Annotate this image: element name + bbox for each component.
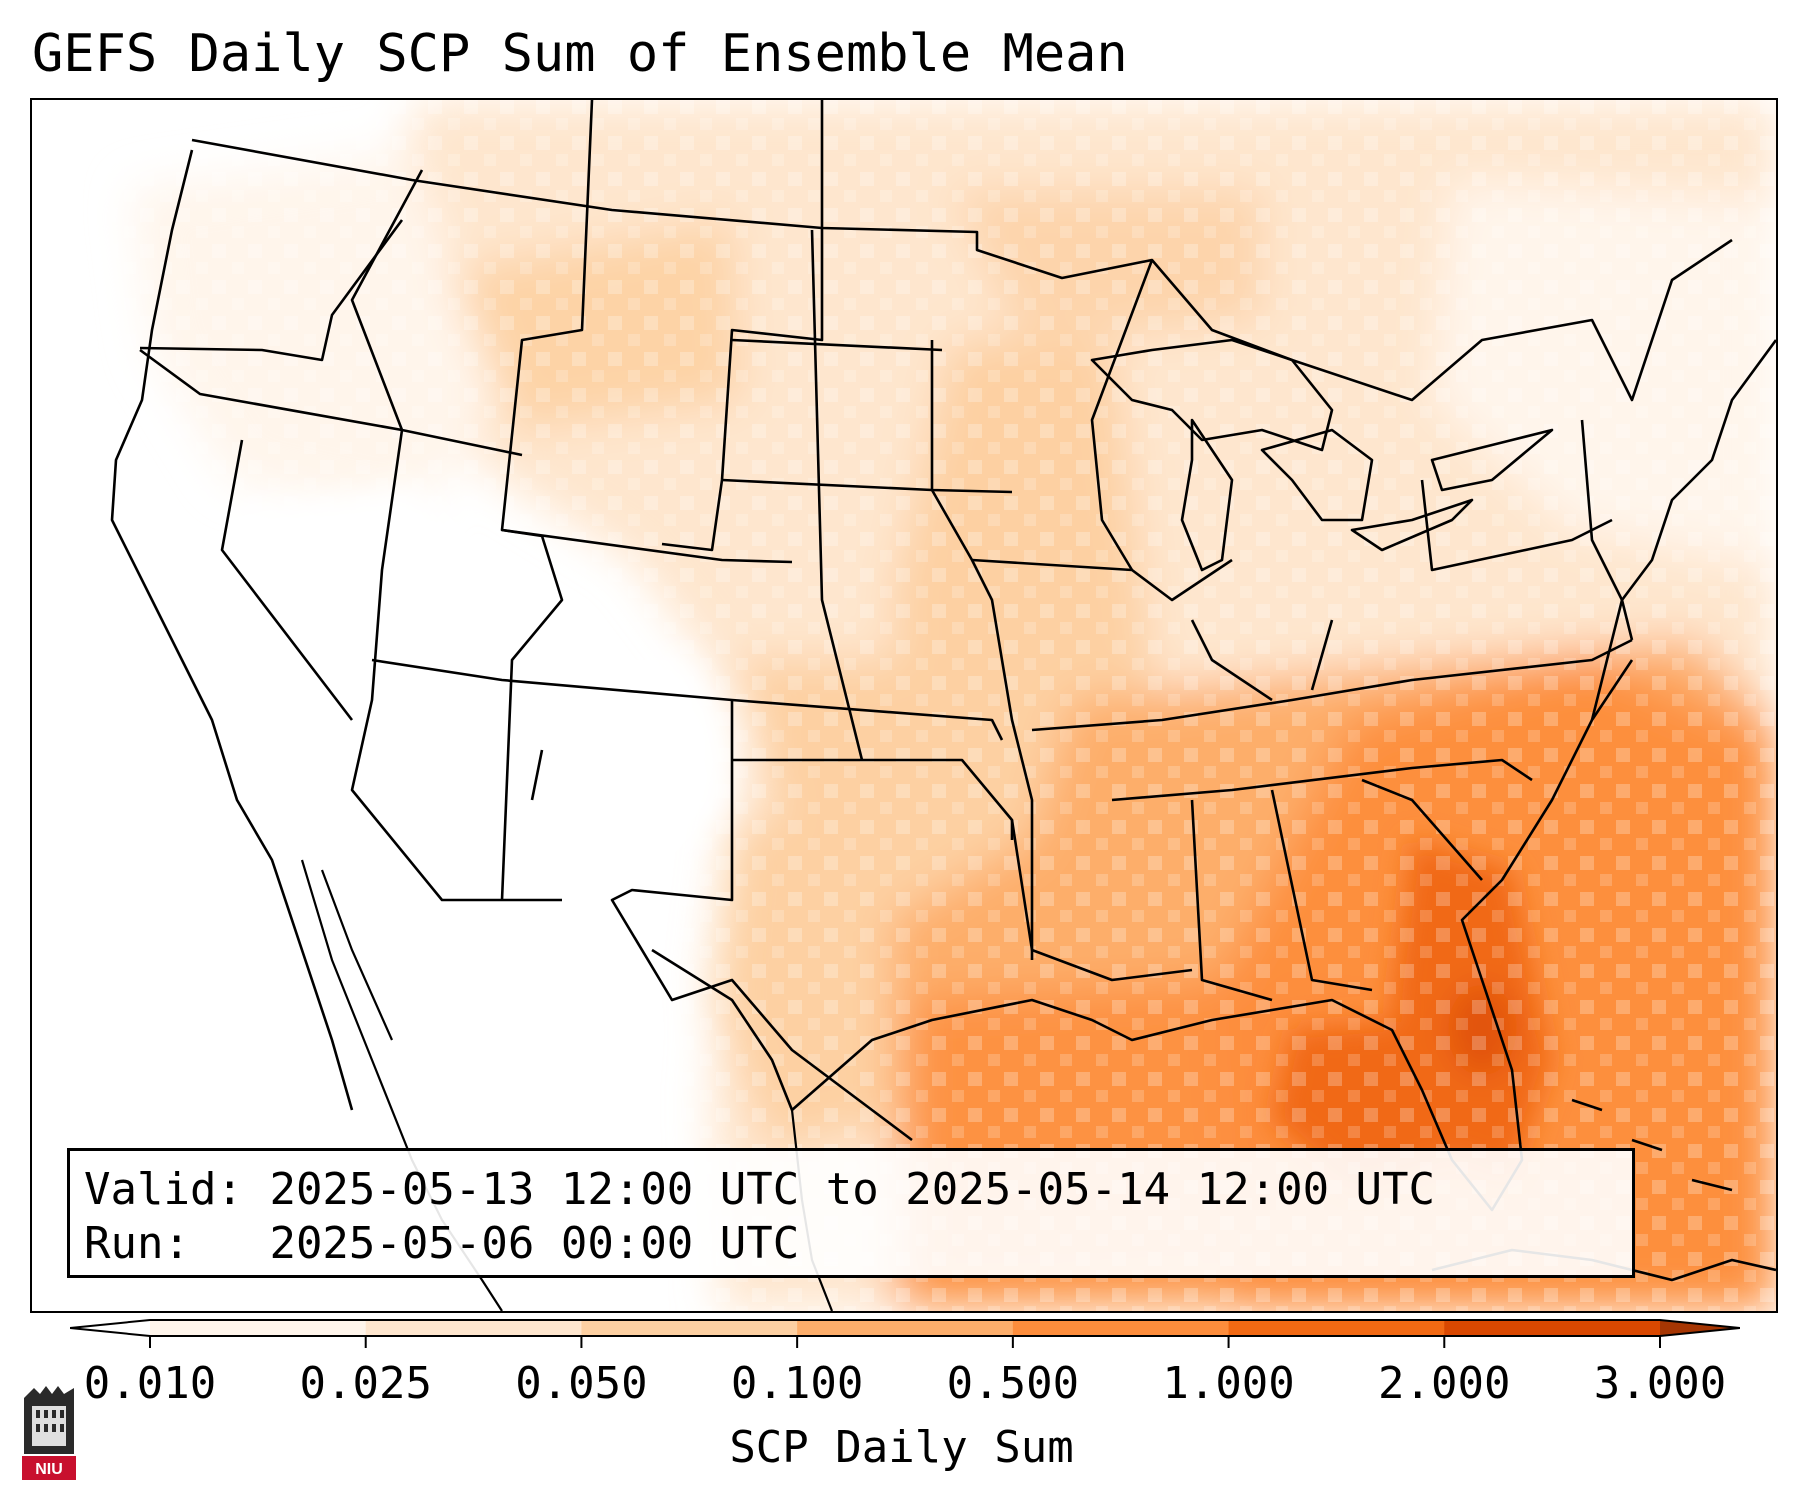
map-svg [32,100,1776,1311]
colorbar-tick-label: 1.000 [1162,1358,1295,1409]
colorbar-segment [365,1320,582,1336]
colorbar-tick-label: 0.010 [83,1358,217,1409]
run-label: Run: [84,1218,190,1269]
colorbar-tick-label: 0.050 [515,1358,648,1409]
chart-title: GEFS Daily SCP Sum of Ensemble Mean [32,24,1128,84]
state-borders [110,100,1776,1282]
colorbar-segment [797,1320,1014,1336]
info-box: Valid: 2025-05-13 12:00 UTC to 2025-05-1… [67,1148,1635,1278]
valid-line: Valid: 2025-05-13 12:00 UTC to 2025-05-1… [84,1163,1618,1217]
valid-label: Valid: [84,1164,243,1215]
colorbar-segment [1012,1320,1230,1336]
niu-logo: NIU [22,1386,76,1480]
colorbar-tick-label: 0.100 [730,1358,864,1409]
colorbar-tick-label: 0.500 [946,1358,1080,1409]
colorbar-over-arrow [1660,1320,1740,1336]
logo-text: NIU [35,1461,63,1478]
valid-value: 2025-05-13 12:00 UTC to 2025-05-14 12:00… [269,1164,1436,1215]
colorbar-segment [150,1320,367,1336]
run-line: Run: 2025-05-06 00:00 UTC [84,1217,1618,1271]
colorbar-tick-label: 0.025 [299,1358,432,1409]
colorbar-segment [581,1320,798,1336]
colorbar-segment [1444,1320,1661,1336]
run-value: 2025-05-06 00:00 UTC [269,1218,800,1269]
colorbar-label: SCP Daily Sum [729,1422,1074,1473]
colorbar-tick-label: 3.000 [1593,1358,1727,1409]
low-value-region [32,480,722,1311]
colorbar-segment [1228,1320,1445,1336]
map-panel [30,98,1778,1313]
colorbar-tick-label: 2.000 [1378,1358,1511,1409]
colorbar-under-arrow [70,1320,150,1336]
colorbar [70,1319,1740,1348]
